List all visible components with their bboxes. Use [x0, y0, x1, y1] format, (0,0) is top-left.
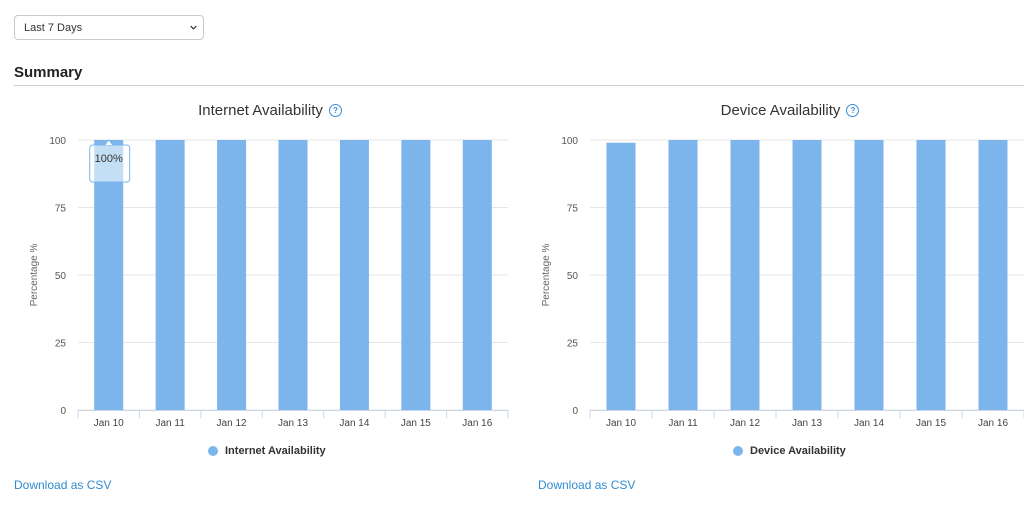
- x-tick-label: Jan 14: [339, 418, 369, 429]
- tooltip: 100%: [89, 139, 131, 183]
- x-tick-label: Jan 10: [94, 418, 124, 429]
- bar: [401, 140, 431, 410]
- bar: [278, 140, 308, 410]
- y-axis-label: Percentage %: [29, 243, 40, 306]
- x-tick-label: Jan 11: [155, 418, 185, 429]
- legend-label: Device Availability: [750, 445, 846, 457]
- bar: [854, 140, 884, 410]
- internet-availability-chart: 0 25 50 75 100 Percentage % Jan 10 Jan 11 Jan 12…: [29, 136, 509, 429]
- date-range-select[interactable]: Last 7 Days: [14, 15, 204, 40]
- bar: [155, 140, 185, 410]
- chart-title-text: Device Availability: [720, 102, 841, 119]
- y-axis-label: Percentage %: [541, 243, 552, 306]
- chart-title-internet: Internet Availability?: [160, 102, 380, 119]
- x-tick-label: Jan 10: [606, 418, 636, 429]
- bar: [978, 140, 1008, 410]
- x-tick-label: Jan 15: [401, 418, 431, 429]
- bar: [916, 140, 946, 410]
- x-tick-label: Jan 12: [730, 418, 760, 429]
- x-tick-label: Jan 13: [278, 418, 308, 429]
- legend-label: Internet Availability: [225, 445, 326, 457]
- legend-device[interactable]: Device Availability: [733, 445, 846, 457]
- device-availability-chart: 0 25 50 75 100 Percentage % Jan 10 Jan 11 Jan 12…: [541, 136, 1024, 429]
- tooltip-pointer: [104, 139, 114, 146]
- y-tick-label: 75: [55, 204, 67, 215]
- legend-marker: [733, 446, 743, 456]
- legend-internet[interactable]: Internet Availability: [208, 445, 326, 457]
- x-tick-label: Jan 13: [792, 418, 822, 429]
- help-icon[interactable]: ?: [846, 104, 860, 117]
- bar: [339, 140, 369, 410]
- y-tick-label: 0: [572, 406, 578, 417]
- y-tick-label: 50: [55, 271, 67, 282]
- bar: [606, 142, 636, 410]
- y-tick-label: 25: [567, 339, 579, 350]
- x-tick-label: Jan 16: [978, 418, 1008, 429]
- bar: [792, 140, 822, 410]
- section-title: Summary: [14, 64, 83, 81]
- y-tick-label: 75: [567, 204, 579, 215]
- bar: [462, 140, 492, 410]
- y-tick-label: 25: [55, 339, 67, 350]
- chart-title-text: Internet Availability: [198, 102, 323, 119]
- chevron-down-icon: [190, 25, 197, 30]
- download-csv-link-internet[interactable]: Download as CSV: [14, 478, 112, 492]
- x-tick-label: Jan 12: [217, 418, 247, 429]
- y-tick-label: 50: [567, 271, 579, 282]
- download-csv-link-device[interactable]: Download as CSV: [538, 478, 636, 492]
- chart-title-device: Device Availability?: [680, 102, 900, 119]
- x-tick-label: Jan 15: [916, 418, 946, 429]
- legend-marker: [208, 446, 218, 456]
- tooltip-text: 100%: [95, 153, 123, 165]
- x-tick-label: Jan 16: [462, 418, 492, 429]
- x-tick-label: Jan 14: [854, 418, 884, 429]
- y-tick-label: 100: [561, 136, 578, 147]
- y-tick-label: 100: [49, 136, 66, 147]
- x-tick-label: Jan 11: [668, 418, 698, 429]
- bar: [668, 140, 698, 410]
- bar: [730, 140, 760, 410]
- y-tick-label: 0: [60, 406, 66, 417]
- help-icon[interactable]: ?: [328, 104, 342, 117]
- section-divider: [14, 85, 1024, 86]
- date-range-value: Last 7 Days: [24, 21, 83, 34]
- bar: [217, 140, 247, 410]
- bar: [94, 140, 124, 410]
